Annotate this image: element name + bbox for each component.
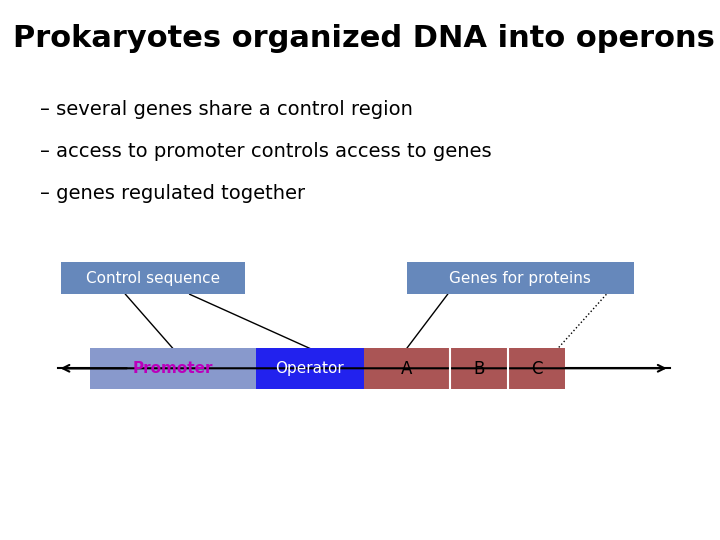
- Text: – access to promoter controls access to genes: – access to promoter controls access to …: [40, 142, 491, 161]
- Text: B: B: [473, 360, 485, 377]
- Text: C: C: [531, 360, 542, 377]
- Text: Operator: Operator: [275, 361, 344, 376]
- Text: – genes regulated together: – genes regulated together: [40, 184, 305, 203]
- Bar: [450, 348, 508, 389]
- Text: Control sequence: Control sequence: [86, 271, 220, 286]
- Text: Promoter: Promoter: [132, 361, 213, 376]
- Bar: [256, 348, 364, 389]
- Bar: [364, 348, 450, 389]
- Bar: [90, 348, 256, 389]
- Text: A: A: [401, 360, 413, 377]
- Text: – several genes share a control region: – several genes share a control region: [40, 100, 413, 119]
- Bar: [407, 262, 634, 294]
- Text: Genes for proteins: Genes for proteins: [449, 271, 591, 286]
- Bar: [61, 262, 245, 294]
- Bar: [508, 348, 565, 389]
- Text: Prokaryotes organized DNA into operons: Prokaryotes organized DNA into operons: [13, 24, 715, 53]
